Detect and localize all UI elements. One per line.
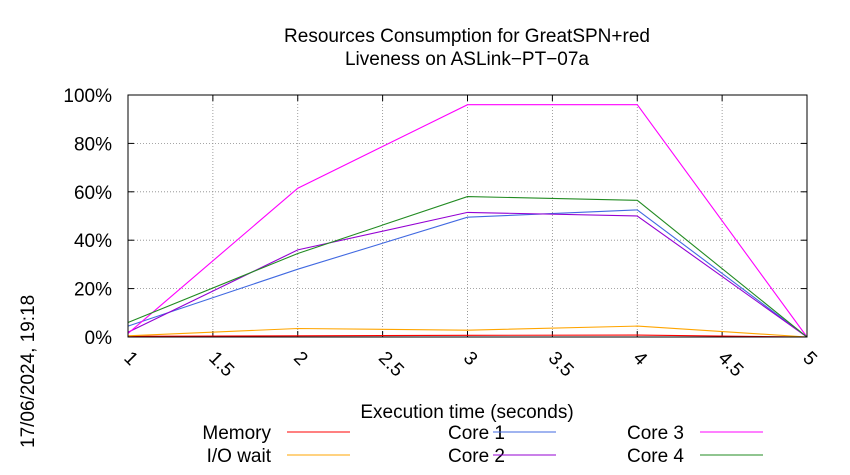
series-line-memory	[127, 334, 808, 338]
y-tick-label: 20%	[74, 280, 112, 301]
x-tick-label: 1.5	[204, 348, 238, 382]
x-tick-label: 4.5	[714, 348, 748, 382]
x-tick-label: 1	[119, 348, 141, 370]
x-tick-label: 5	[798, 348, 820, 370]
legend-label: I/O wait	[207, 446, 272, 467]
series-line-core-4	[127, 196, 808, 338]
y-axis-ticks: 0% 20% 40% 60% 80% 100%	[63, 86, 807, 349]
series-line-i-o-wait	[127, 325, 808, 338]
y-tick-label: 60%	[74, 183, 112, 204]
y-tick-label: 100%	[63, 86, 112, 107]
x-tick-label: 2.5	[374, 348, 408, 382]
y-tick-label: 0%	[85, 328, 113, 349]
y-tick-label: 80%	[74, 134, 112, 155]
x-tick-label: 3.5	[544, 348, 578, 382]
x-tick-label: 2	[289, 348, 311, 370]
legend-label: Core 3	[627, 423, 684, 444]
series-line-core-2	[127, 211, 808, 338]
grid-lines	[128, 95, 807, 337]
x-axis-ticks: 1 1.5 2 2.5 3 3.5 4 4.5 5	[119, 95, 821, 382]
series-lines	[127, 104, 808, 338]
timestamp-label: 17/06/2024, 19:18	[18, 295, 39, 448]
series-line-core-1	[127, 209, 808, 338]
plot-border	[127, 94, 808, 338]
legend-label: Core 4	[627, 446, 684, 467]
legend-label: Core 2	[448, 446, 505, 467]
x-tick-label: 4	[629, 348, 652, 371]
legend-label: Core 1	[448, 423, 505, 444]
chart-title-line1: Resources Consumption for GreatSPN+red	[284, 26, 650, 47]
x-tick-label: 3	[459, 348, 481, 370]
x-axis-label: Execution time (seconds)	[360, 402, 573, 423]
chart-title-line2: Liveness on ASLink−PT−07a	[345, 49, 589, 70]
legend-label: Memory	[202, 423, 271, 444]
y-tick-label: 40%	[74, 231, 112, 252]
series-line-core-3	[127, 104, 808, 338]
